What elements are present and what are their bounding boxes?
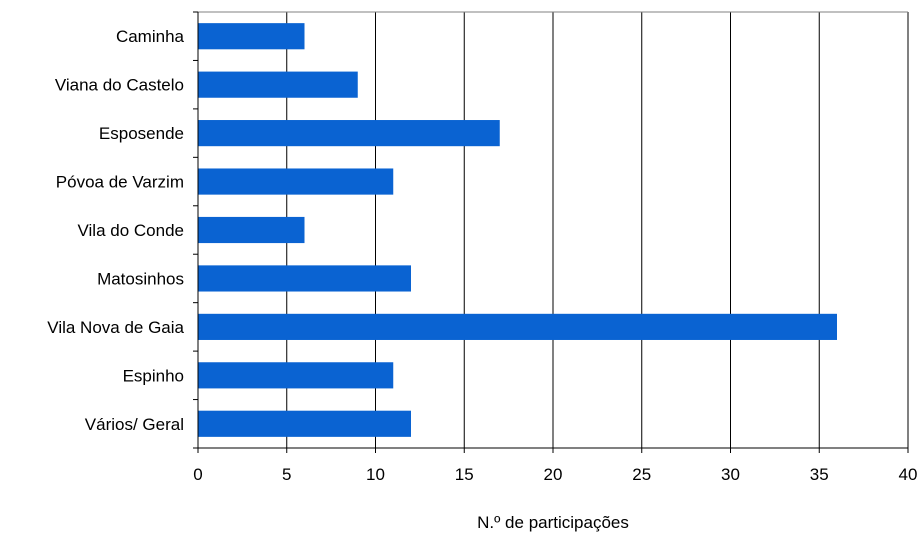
category-label: Vila Nova de Gaia <box>47 318 184 337</box>
bar <box>198 410 411 437</box>
category-label: Esposende <box>99 124 184 143</box>
bar <box>198 71 358 98</box>
x-tick-label: 5 <box>282 465 291 484</box>
category-label: Espinho <box>123 366 184 385</box>
x-tick-label: 30 <box>721 465 740 484</box>
category-label: Vila do Conde <box>78 221 185 240</box>
x-tick-labels: 0 5 10 15 20 25 30 35 40 <box>193 465 917 484</box>
bar <box>198 362 394 389</box>
x-tick-label: 15 <box>455 465 474 484</box>
x-tick-label: 10 <box>366 465 385 484</box>
bars <box>198 23 837 437</box>
bar <box>198 216 305 244</box>
x-tick-label: 40 <box>899 465 918 484</box>
x-tick-label: 35 <box>810 465 829 484</box>
bar <box>198 120 500 147</box>
x-tick-label: 20 <box>544 465 563 484</box>
category-label: Vários/ Geral <box>85 415 184 434</box>
bar <box>198 313 837 340</box>
axes <box>193 11 909 453</box>
bar <box>198 23 305 50</box>
bar <box>198 265 411 292</box>
gridlines <box>286 12 909 448</box>
category-label: Póvoa de Varzim <box>56 173 184 192</box>
bar <box>198 168 394 195</box>
x-tick-label: 0 <box>193 465 202 484</box>
category-label: Caminha <box>116 27 185 46</box>
category-labels: Caminha Viana do Castelo Esposende Póvoa de… <box>47 27 184 434</box>
category-label: Matosinhos <box>97 269 184 288</box>
x-axis-title: N.º de participações <box>477 513 629 532</box>
x-tick-label: 25 <box>632 465 651 484</box>
category-label: Viana do Castelo <box>55 76 184 95</box>
